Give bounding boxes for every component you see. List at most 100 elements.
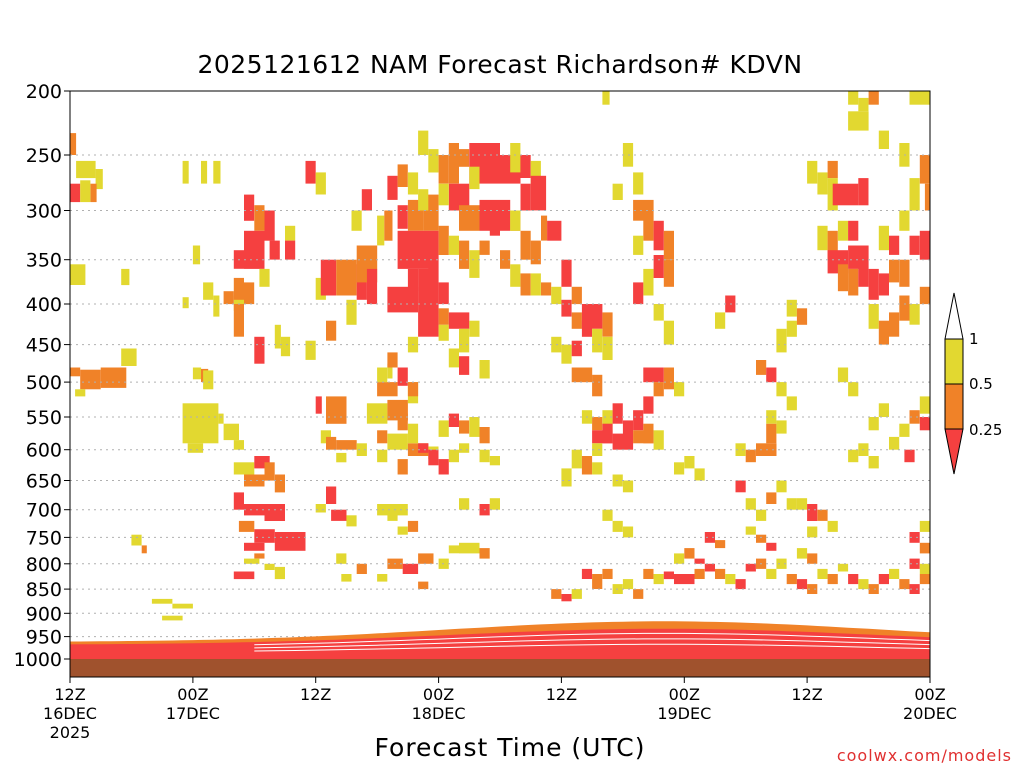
ri-cell — [868, 268, 879, 300]
ri-cell — [172, 603, 193, 609]
ri-cell — [571, 449, 582, 469]
ri-cell — [520, 230, 531, 260]
ri-cell — [182, 297, 189, 309]
ri-cell — [233, 277, 244, 300]
ri-cell — [384, 210, 393, 241]
ri-cell — [612, 183, 623, 200]
ri-cell — [259, 268, 270, 287]
ri-cell — [336, 440, 357, 450]
ri-cell — [244, 504, 265, 516]
ri-cell — [715, 568, 726, 579]
ri-cell — [233, 440, 244, 450]
ri-cell — [254, 205, 265, 231]
ri-cell — [602, 509, 613, 521]
ri-cell — [909, 304, 920, 325]
ri-cell — [377, 215, 385, 246]
ri-cell — [489, 215, 500, 236]
ri-cell — [653, 304, 664, 321]
ri-cell — [745, 498, 756, 510]
ri-cell — [387, 363, 393, 379]
ri-cell — [377, 430, 388, 444]
y-tick-label: 850 — [26, 579, 62, 601]
ri-cell — [387, 286, 419, 313]
ri-cell — [305, 160, 316, 184]
ri-cell — [899, 423, 910, 437]
credit-link[interactable]: coolwx.com/models — [836, 746, 1012, 765]
ri-cell — [612, 520, 623, 532]
ri-cell — [201, 160, 208, 184]
ri-cell — [469, 320, 480, 337]
ri-cell — [377, 574, 388, 582]
ri-cell — [305, 340, 316, 360]
ri-cell — [612, 433, 634, 450]
x-tick-label: 16DEC — [43, 704, 97, 723]
ri-cell — [428, 255, 439, 274]
ri-cell — [735, 480, 746, 493]
ri-cell — [827, 574, 838, 585]
ri-cell — [264, 504, 285, 521]
ri-cell — [684, 456, 695, 469]
ri-cell — [878, 320, 889, 345]
ri-cell — [756, 509, 767, 521]
ri-cell — [796, 548, 808, 559]
ri-cell — [459, 443, 470, 453]
ri-cell — [203, 282, 214, 300]
ri-cell — [602, 568, 613, 579]
ri-cell — [438, 324, 449, 341]
ri-cell — [438, 308, 449, 325]
ri-cell — [326, 320, 337, 341]
ri-cell — [786, 498, 797, 510]
ri-cell — [397, 205, 408, 229]
ri-cell — [704, 563, 715, 572]
ri-cell — [837, 563, 849, 572]
ri-cell — [428, 449, 439, 466]
ri-cell — [837, 264, 849, 292]
ri-cell — [592, 374, 603, 397]
ri-cell — [233, 492, 244, 510]
x-tick-label: 18DEC — [412, 704, 466, 723]
ri-cell — [377, 504, 408, 516]
legend-arrow-top — [944, 292, 964, 340]
ri-cell — [919, 563, 930, 574]
ri-cell — [909, 410, 920, 424]
ri-cell — [919, 230, 930, 260]
ri-cell — [448, 183, 470, 211]
y-tick-label: 1000 — [14, 649, 62, 671]
ri-cell — [904, 449, 915, 463]
ri-cell — [725, 574, 736, 585]
ri-cell — [561, 259, 572, 287]
ri-cell — [899, 579, 910, 590]
y-tick-label: 450 — [26, 335, 62, 357]
ri-cell — [848, 268, 859, 296]
ri-cell — [269, 240, 280, 260]
legend-label: 0.25 — [969, 421, 1002, 439]
ri-cell — [878, 130, 889, 149]
ri-cell — [489, 456, 500, 466]
y-axis: 200 250 300 350 400 450 500 550 600 650 700 750 800 8… — [14, 81, 70, 671]
ri-cell — [776, 382, 787, 397]
ri-cell — [264, 210, 275, 241]
ri-cell — [663, 571, 674, 580]
ri-cell — [510, 210, 521, 231]
ri-cell — [622, 420, 634, 444]
x-tick-label: 12Z — [300, 685, 331, 704]
ri-cell — [612, 403, 623, 424]
ri-cell — [786, 574, 797, 585]
y-tick-label: 350 — [26, 250, 62, 272]
ri-cell — [530, 273, 541, 296]
ri-cell — [622, 579, 634, 590]
ri-cell — [448, 413, 459, 427]
ri-cell — [919, 396, 930, 414]
ri-cell — [766, 568, 777, 579]
ri-cell — [745, 449, 756, 463]
ri-cell — [182, 403, 219, 444]
ri-cell — [796, 498, 808, 510]
ri-cell — [633, 589, 644, 599]
ri-cell — [500, 250, 511, 269]
ri-cell — [832, 183, 859, 206]
ri-cell — [162, 615, 183, 621]
ri-cell — [848, 382, 859, 397]
x-tick-label: 20DEC — [903, 704, 957, 723]
ri-cell — [95, 169, 103, 190]
